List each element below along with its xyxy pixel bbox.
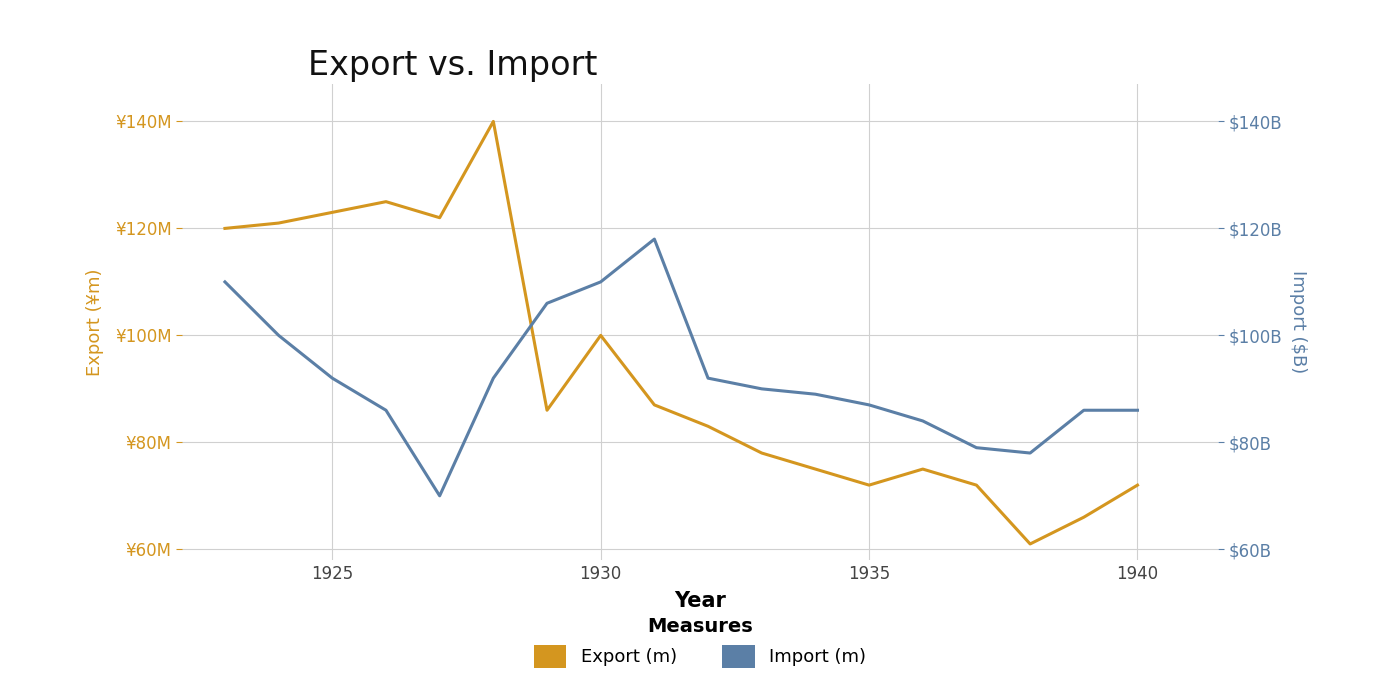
X-axis label: Year: Year <box>673 592 727 611</box>
Y-axis label: Import ($B): Import ($B) <box>1289 270 1308 374</box>
Text: Export vs. Import: Export vs. Import <box>308 49 598 82</box>
Y-axis label: Export (¥m): Export (¥m) <box>85 268 104 376</box>
Legend: Export (m), Import (m): Export (m), Import (m) <box>525 608 875 677</box>
